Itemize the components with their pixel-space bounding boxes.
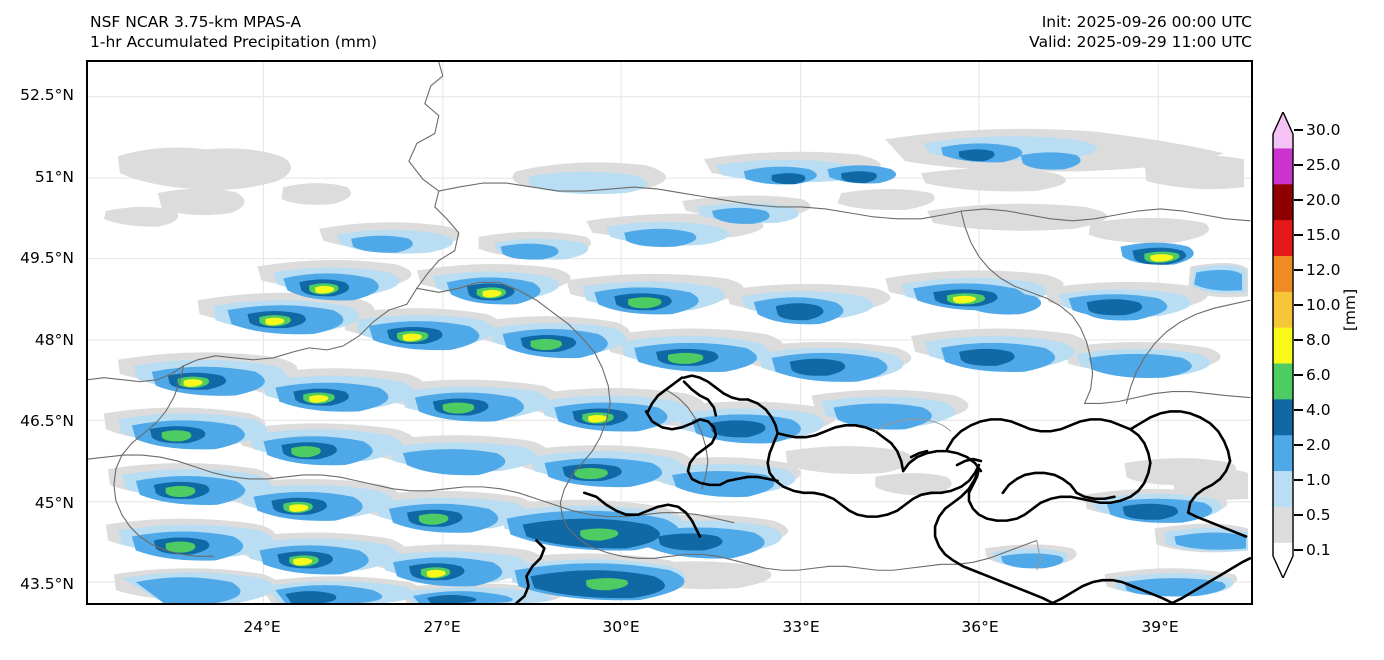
cb-label-25: 25.0 [1306, 156, 1341, 174]
cb-tick-10 [1294, 479, 1303, 481]
cb-label-01: 0.1 [1306, 541, 1331, 559]
lon-label-3: 33°E [782, 618, 820, 636]
init-time: Init: 2025-09-26 00:00 UTC [1041, 13, 1252, 31]
lat-label-3: 48°N [34, 331, 74, 349]
map-plot-area[interactable] [86, 60, 1253, 605]
lat-label-1: 51°N [34, 168, 74, 186]
cb-label-12: 12.0 [1306, 261, 1341, 279]
cb-tick-8 [1294, 409, 1303, 411]
cb-label-2: 2.0 [1306, 436, 1331, 454]
precip-band-6.0 [183, 254, 1174, 578]
valid-time: Valid: 2025-09-29 11:00 UTC [1029, 33, 1252, 51]
cb-tick-11 [1294, 514, 1303, 516]
internal-admin-border [875, 418, 1042, 571]
colorbar-gradient [1272, 112, 1294, 578]
cb-tick-5 [1294, 304, 1303, 306]
country-borders [88, 62, 1251, 571]
cb-tick-12 [1294, 549, 1303, 551]
cb-tick-3 [1294, 234, 1303, 236]
forecast-times: Init: 2025-09-26 00:00 UTC Valid: 2025-09… [1029, 12, 1252, 52]
cb-tick-9 [1294, 444, 1303, 446]
model-title-line1: NSF NCAR 3.75-km MPAS-A [90, 13, 302, 31]
cb-label-8: 8.0 [1306, 331, 1331, 349]
lat-label-6: 43.5°N [20, 575, 74, 593]
model-title: NSF NCAR 3.75-km MPAS-A 1-hr Accumulated … [90, 12, 377, 52]
colorbar-unit-label: [mm] [1341, 288, 1359, 332]
colorbar[interactable] [1272, 112, 1294, 578]
lat-label-4: 46.5°N [20, 412, 74, 430]
cb-label-20: 20.0 [1306, 191, 1341, 209]
lat-label-2: 49.5°N [20, 249, 74, 267]
lon-label-4: 36°E [961, 618, 999, 636]
cb-tick-0 [1294, 129, 1303, 131]
cb-tick-7 [1294, 374, 1303, 376]
lon-label-5: 39°E [1141, 618, 1179, 636]
lat-label-5: 45°N [34, 494, 74, 512]
precipitation-map [88, 62, 1251, 603]
cb-label-05: 0.5 [1306, 506, 1331, 524]
lon-label-1: 27°E [423, 618, 461, 636]
lat-label-0: 52.5°N [20, 86, 74, 104]
cb-label-6: 6.0 [1306, 366, 1331, 384]
coastline [515, 374, 1251, 603]
model-title-line2: 1-hr Accumulated Precipitation (mm) [90, 33, 377, 51]
cb-label-10: 10.0 [1306, 296, 1341, 314]
cb-tick-6 [1294, 339, 1303, 341]
lon-label-2: 30°E [602, 618, 640, 636]
cb-label-30: 30.0 [1306, 121, 1341, 139]
lon-label-0: 24°E [243, 618, 281, 636]
cb-label-4: 4.0 [1306, 401, 1331, 419]
cb-label-15: 15.0 [1306, 226, 1341, 244]
cb-tick-1 [1294, 164, 1303, 166]
cb-label-1: 1.0 [1306, 471, 1331, 489]
cb-tick-2 [1294, 199, 1303, 201]
cb-tick-4 [1294, 269, 1303, 271]
